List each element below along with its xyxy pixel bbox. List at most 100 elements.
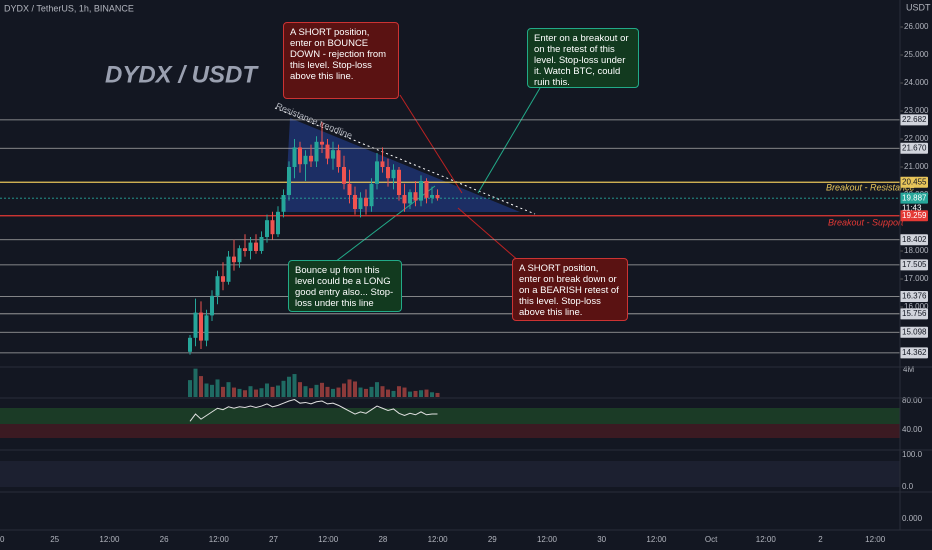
candle-body [353,195,357,209]
annotation: Bounce up from this level could be a LON… [288,260,402,312]
level-badge [900,347,928,359]
candle-body [265,220,269,237]
time-label: 28 [378,535,387,544]
volume-bar [193,368,198,397]
annotation: A SHORT position, enter on break down or… [512,258,628,321]
candle-body [210,295,214,316]
volume-bar [325,386,330,397]
volume-bar [347,379,352,397]
level-label: 19.887 [902,193,927,202]
candle-body [364,197,368,207]
symbol-info: DYDX / TetherUS, 1h, BINANCE [4,3,134,13]
candle-body [188,337,192,352]
volume-bar [314,384,319,397]
candle-body [402,195,407,204]
volume-scale: 4M [903,365,914,374]
candle-body [331,150,335,159]
candle-body [358,197,363,209]
level-label: 19.259 [902,211,927,220]
volume-bar [331,388,335,397]
level-note: Breakout - Support [828,217,904,227]
connector [399,94,463,194]
volume-bar [226,382,231,397]
volume-bar [303,386,308,397]
volume-bar [188,380,192,397]
time-label: 12:00 [318,535,339,544]
price-tick-label: 18.000 [904,246,929,255]
time-label: 12:00 [537,535,558,544]
volume-bar [419,390,423,397]
candle-body [435,195,440,199]
level-badge [900,259,928,271]
price-tick-label: 22.000 [904,134,929,143]
connector [477,87,541,194]
price-tick-label: 17.000 [904,274,929,283]
level-badge [900,326,928,338]
currency: USDT [906,2,931,12]
volume-bar [215,379,220,397]
time-label: 12:00 [865,535,886,544]
level-badge [900,176,928,188]
candle-body [413,192,418,201]
volume-bar [435,392,440,397]
level-label: 20.455 [902,177,927,186]
candle-body [248,242,253,251]
volume-bar [210,384,214,397]
volume-bar [320,382,324,397]
macd-tick-label: 0.000 [902,514,923,523]
candle-body [336,150,341,167]
candle-body [386,167,390,179]
level-label: 14.362 [902,348,927,357]
connector [334,185,436,263]
time-label: 12:00 [99,535,120,544]
annotation: Enter on a breakout or on the retest of … [527,28,639,88]
candle-body [325,144,330,159]
candle-body [270,220,275,235]
candle-body [380,161,385,167]
volume-bar [380,386,385,397]
stoch-tick-label: 100.0 [902,450,923,459]
candle-body [375,161,379,184]
time-label: 12:00 [756,535,777,544]
volume-bar [287,376,291,397]
volume-bar [369,386,374,397]
time-label: 12:00 [646,535,667,544]
price-tick-label: 25.000 [904,50,929,59]
level-badge [900,234,928,246]
time-label: 29 [488,535,497,544]
volume-bar [364,388,368,397]
volume-bar [276,385,280,397]
price-tick-label: 16.000 [904,302,929,311]
price-tick-label: 24.000 [904,78,929,87]
candle-body [309,155,313,162]
stoch-tick-label: 0.0 [902,482,914,491]
rsi-lower-band [0,424,900,438]
time-label: 2 [818,535,823,544]
level-note: Breakout - Resistance [826,182,915,192]
level-label: 15.098 [902,327,927,336]
rsi-tick-label: 80.00 [902,396,923,405]
candle-body [347,183,352,195]
volume-bar [342,383,346,397]
volume-bar [391,390,396,397]
price-tick-label: 21.000 [904,162,929,171]
volume-bar [408,391,412,397]
candle-body [259,237,264,251]
volume-bar [358,387,363,397]
volume-bar [221,386,225,397]
volume-bar [430,392,434,397]
level-label: 22.682 [902,115,927,124]
candle-body [287,167,291,195]
volume-bar [413,390,418,397]
candle-body [303,155,308,165]
candle-body [369,183,374,207]
candle-body [397,169,401,195]
time-label: 27 [269,535,278,544]
candle-body [320,141,324,145]
candle-body [254,242,258,251]
candle-body [215,276,220,296]
level-badge [900,142,928,154]
volume-bar [309,388,313,397]
stoch-band [0,461,900,487]
